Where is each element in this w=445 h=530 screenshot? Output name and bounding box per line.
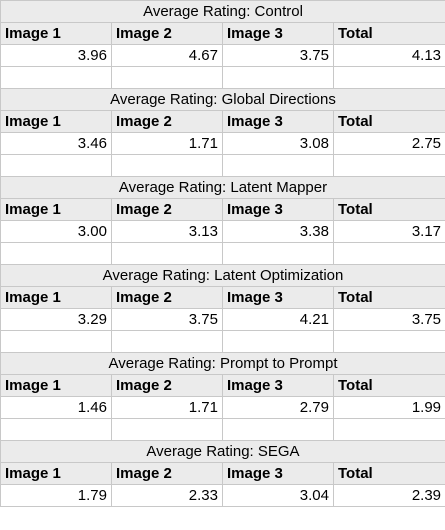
blank-cell[interactable] xyxy=(332,66,445,89)
header-cell[interactable]: Image 3 xyxy=(222,462,334,485)
value-cell[interactable]: 3.75 xyxy=(222,44,334,67)
header-cell[interactable]: Image 2 xyxy=(111,110,223,133)
value-cell[interactable]: 2.33 xyxy=(111,484,223,507)
value-cell[interactable]: 2.75 xyxy=(332,132,445,155)
value-row: 3.29 3.75 4.21 3.75 xyxy=(0,308,445,331)
value-cell[interactable]: 3.75 xyxy=(332,308,445,331)
header-cell[interactable]: Image 1 xyxy=(0,22,112,45)
section-title-cell[interactable]: Average Rating: Latent Optimization xyxy=(0,264,445,287)
header-cell[interactable]: Total xyxy=(332,198,445,221)
header-cell[interactable]: Image 1 xyxy=(0,198,112,221)
section-title-cell[interactable]: Average Rating: Prompt to Prompt xyxy=(0,352,445,375)
blank-cell[interactable] xyxy=(222,242,334,265)
header-cell[interactable]: Image 3 xyxy=(222,198,334,221)
header-cell[interactable]: Image 2 xyxy=(111,198,223,221)
value-cell[interactable]: 3.29 xyxy=(0,308,112,331)
blank-cell[interactable] xyxy=(111,418,223,441)
value-cell[interactable]: 3.00 xyxy=(0,220,112,243)
blank-row xyxy=(0,242,445,265)
value-cell[interactable]: 2.79 xyxy=(222,396,334,419)
value-cell[interactable]: 3.96 xyxy=(0,44,112,67)
header-cell[interactable]: Image 3 xyxy=(222,286,334,309)
blank-cell[interactable] xyxy=(111,154,223,177)
header-cell[interactable]: Image 2 xyxy=(111,286,223,309)
value-cell[interactable]: 2.39 xyxy=(332,484,445,507)
value-cell[interactable]: 3.04 xyxy=(222,484,334,507)
header-row: Image 1 Image 2 Image 3 Total xyxy=(0,374,445,397)
ratings-spreadsheet: Average Rating: Control Image 1 Image 2 Ima… xyxy=(0,0,445,507)
section-title-row: Average Rating: Control xyxy=(0,0,445,23)
value-cell[interactable]: 1.46 xyxy=(0,396,112,419)
blank-cell[interactable] xyxy=(332,418,445,441)
header-cell[interactable]: Total xyxy=(332,462,445,485)
blank-cell[interactable] xyxy=(222,66,334,89)
header-row: Image 1 Image 2 Image 3 Total xyxy=(0,110,445,133)
value-row: 3.46 1.71 3.08 2.75 xyxy=(0,132,445,155)
value-cell[interactable]: 1.79 xyxy=(0,484,112,507)
value-cell[interactable]: 1.99 xyxy=(332,396,445,419)
section-title-row: Average Rating: Prompt to Prompt xyxy=(0,352,445,375)
value-cell[interactable]: 4.67 xyxy=(111,44,223,67)
header-cell[interactable]: Image 1 xyxy=(0,462,112,485)
section-title-row: Average Rating: SEGA xyxy=(0,440,445,463)
blank-cell[interactable] xyxy=(332,330,445,353)
blank-cell[interactable] xyxy=(222,154,334,177)
header-cell[interactable]: Image 3 xyxy=(222,110,334,133)
section-title-row: Average Rating: Latent Mapper xyxy=(0,176,445,199)
value-cell[interactable]: 1.71 xyxy=(111,132,223,155)
blank-cell[interactable] xyxy=(0,66,112,89)
value-cell[interactable]: 3.13 xyxy=(111,220,223,243)
blank-cell[interactable] xyxy=(111,330,223,353)
blank-cell[interactable] xyxy=(222,418,334,441)
value-cell[interactable]: 4.21 xyxy=(222,308,334,331)
blank-cell[interactable] xyxy=(332,242,445,265)
header-cell[interactable]: Image 2 xyxy=(111,462,223,485)
blank-cell[interactable] xyxy=(0,418,112,441)
header-cell[interactable]: Image 2 xyxy=(111,374,223,397)
value-row: 3.00 3.13 3.38 3.17 xyxy=(0,220,445,243)
blank-row xyxy=(0,330,445,353)
sheet-body: Average Rating: Control Image 1 Image 2 Ima… xyxy=(0,0,445,507)
blank-cell[interactable] xyxy=(111,66,223,89)
value-cell[interactable]: 4.13 xyxy=(332,44,445,67)
value-cell[interactable]: 1.71 xyxy=(111,396,223,419)
header-cell[interactable]: Image 2 xyxy=(111,22,223,45)
section-title-cell[interactable]: Average Rating: Control xyxy=(0,0,445,23)
header-cell[interactable]: Image 1 xyxy=(0,110,112,133)
section-title-row: Average Rating: Latent Optimization xyxy=(0,264,445,287)
section-title-row: Average Rating: Global Directions xyxy=(0,88,445,111)
value-cell[interactable]: 3.75 xyxy=(111,308,223,331)
header-row: Image 1 Image 2 Image 3 Total xyxy=(0,198,445,221)
section-title-cell[interactable]: Average Rating: Global Directions xyxy=(0,88,445,111)
blank-row xyxy=(0,66,445,89)
value-row: 1.46 1.71 2.79 1.99 xyxy=(0,396,445,419)
value-cell[interactable]: 3.08 xyxy=(222,132,334,155)
value-cell[interactable]: 3.46 xyxy=(0,132,112,155)
header-row: Image 1 Image 2 Image 3 Total xyxy=(0,22,445,45)
value-row: 1.79 2.33 3.04 2.39 xyxy=(0,484,445,507)
header-cell[interactable]: Total xyxy=(332,110,445,133)
header-cell[interactable]: Image 3 xyxy=(222,374,334,397)
blank-cell[interactable] xyxy=(111,242,223,265)
header-row: Image 1 Image 2 Image 3 Total xyxy=(0,462,445,485)
header-row: Image 1 Image 2 Image 3 Total xyxy=(0,286,445,309)
section-title-cell[interactable]: Average Rating: SEGA xyxy=(0,440,445,463)
header-cell[interactable]: Image 1 xyxy=(0,286,112,309)
value-cell[interactable]: 3.17 xyxy=(332,220,445,243)
blank-cell[interactable] xyxy=(0,242,112,265)
blank-row xyxy=(0,418,445,441)
header-cell[interactable]: Total xyxy=(332,374,445,397)
value-row: 3.96 4.67 3.75 4.13 xyxy=(0,44,445,67)
section-title-cell[interactable]: Average Rating: Latent Mapper xyxy=(0,176,445,199)
value-cell[interactable]: 3.38 xyxy=(222,220,334,243)
blank-cell[interactable] xyxy=(332,154,445,177)
blank-cell[interactable] xyxy=(0,330,112,353)
blank-cell[interactable] xyxy=(222,330,334,353)
header-cell[interactable]: Total xyxy=(332,22,445,45)
header-cell[interactable]: Image 1 xyxy=(0,374,112,397)
header-cell[interactable]: Image 3 xyxy=(222,22,334,45)
blank-row xyxy=(0,154,445,177)
blank-cell[interactable] xyxy=(0,154,112,177)
header-cell[interactable]: Total xyxy=(332,286,445,309)
